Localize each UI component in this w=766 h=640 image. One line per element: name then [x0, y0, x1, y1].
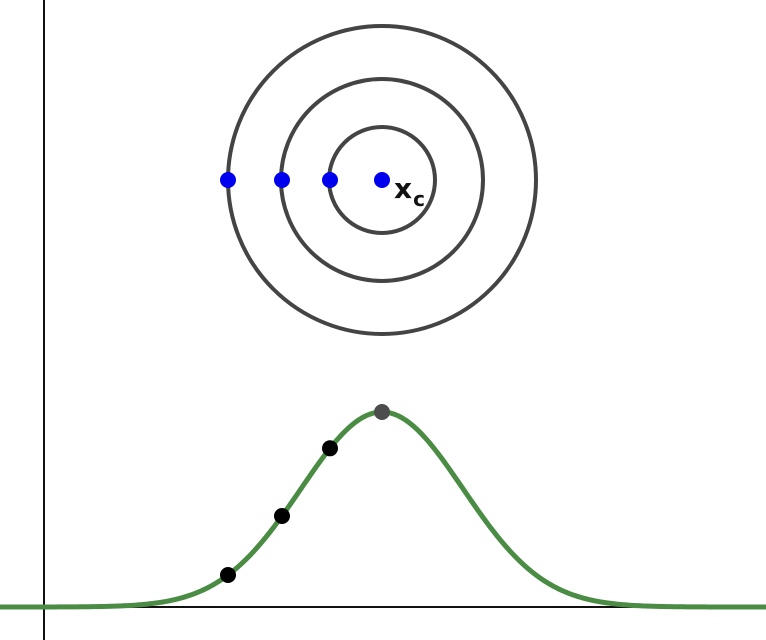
sample-point-middle [274, 507, 290, 524]
ring-point-inner [322, 172, 338, 188]
ring-point-middle [274, 172, 290, 188]
center-point [374, 172, 390, 188]
ring-point-outer [220, 172, 236, 188]
peak-point [374, 404, 390, 420]
sample-point-outer [220, 567, 236, 583]
center-label-subscript: c [413, 187, 425, 211]
center-label-main: x [394, 172, 412, 205]
bell-curve [0, 409, 766, 610]
center-label: xc [394, 172, 425, 211]
sample-point-inner [322, 440, 338, 457]
